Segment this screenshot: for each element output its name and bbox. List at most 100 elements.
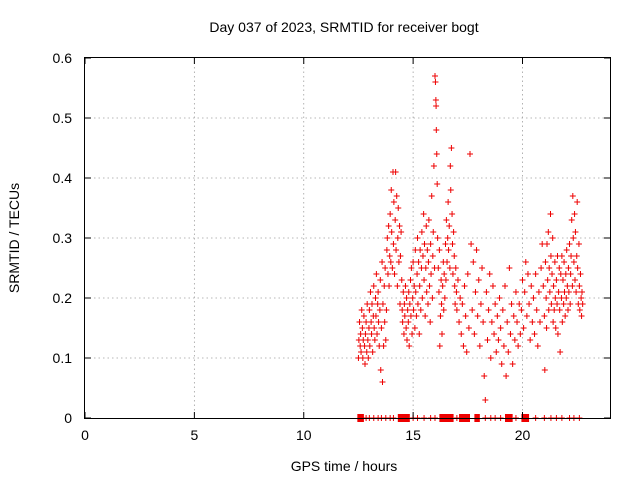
- data-point: [511, 337, 518, 343]
- data-point: [545, 229, 552, 235]
- data-point: [366, 343, 373, 349]
- data-point: [405, 289, 412, 295]
- data-point: [407, 313, 414, 319]
- data-point: [540, 283, 547, 289]
- data-point: [414, 301, 421, 307]
- data-point: [371, 337, 378, 343]
- data-point: [538, 265, 545, 271]
- data-point: [462, 313, 469, 319]
- data-point: [574, 199, 581, 205]
- data-point: [544, 241, 550, 247]
- data-point: [412, 289, 419, 295]
- data-point: [389, 265, 396, 271]
- data-point: [533, 307, 540, 313]
- data-point: [516, 301, 523, 307]
- data-point: [405, 319, 412, 325]
- data-point: [383, 307, 390, 313]
- data-point: [377, 277, 384, 283]
- data-point: [491, 331, 498, 337]
- data-point: [449, 241, 456, 247]
- data-point: [432, 97, 439, 103]
- data-point: [514, 319, 521, 325]
- data-point: [549, 271, 556, 277]
- data-point: [529, 319, 536, 325]
- data-point: [545, 307, 552, 313]
- data-point: [575, 241, 582, 247]
- data-point: [486, 271, 493, 277]
- data-point: [432, 79, 439, 85]
- data-point: [423, 223, 430, 229]
- data-point: [530, 295, 537, 301]
- data-point: [433, 103, 440, 109]
- data-point: [433, 127, 440, 133]
- data-point: [376, 307, 383, 313]
- axis-ticks: [84, 57, 610, 419]
- data-point: [578, 313, 585, 319]
- data-point: [401, 301, 408, 307]
- data-point: [476, 343, 483, 349]
- y-axis-label: SRMTID / TECUs: [6, 183, 22, 293]
- data-point: [487, 355, 494, 361]
- data-point: [374, 301, 381, 307]
- data-point: [521, 289, 528, 295]
- data-point: [395, 205, 402, 211]
- data-point: [541, 313, 548, 319]
- data-point: [375, 289, 382, 295]
- data-point: [365, 355, 372, 361]
- data-points: [355, 73, 586, 403]
- data-point: [398, 277, 405, 283]
- data-point: [370, 283, 377, 289]
- data-point: [417, 307, 424, 313]
- data-point: [446, 223, 453, 229]
- data-point: [422, 265, 429, 271]
- data-point: [555, 289, 562, 295]
- data-point: [413, 313, 420, 319]
- data-point: [546, 265, 553, 271]
- x-tick-label: 10: [296, 427, 312, 443]
- data-point: [391, 271, 398, 277]
- data-point: [383, 247, 390, 253]
- data-point: [418, 229, 425, 235]
- data-point: [419, 253, 426, 259]
- data-point: [398, 229, 405, 235]
- data-point: [548, 301, 555, 307]
- data-point: [444, 259, 451, 265]
- data-point: [507, 331, 514, 337]
- data-point: [374, 331, 381, 337]
- data-point: [515, 343, 522, 349]
- data-point: [471, 331, 478, 337]
- data-point: [468, 241, 475, 247]
- data-point: [502, 283, 508, 289]
- x-tick-label: 15: [405, 427, 421, 443]
- data-point: [388, 187, 395, 193]
- data-point: [458, 331, 465, 337]
- data-point: [572, 277, 578, 283]
- data-point: [434, 235, 441, 241]
- data-point: [563, 295, 570, 301]
- data-point: [519, 277, 526, 283]
- data-point: [387, 259, 394, 265]
- data-point: [414, 235, 421, 241]
- data-point: [544, 277, 551, 283]
- data-point: [569, 193, 576, 199]
- x-tick-label: 20: [515, 427, 531, 443]
- data-point: [477, 301, 484, 307]
- data-point: [499, 307, 506, 313]
- data-point: [429, 295, 436, 301]
- y-tick-label: 0.5: [53, 110, 73, 126]
- data-point: [378, 325, 385, 331]
- data-point: [439, 283, 446, 289]
- data-point: [429, 253, 436, 259]
- data-point: [452, 265, 459, 271]
- data-point: [577, 271, 584, 277]
- data-point: [421, 277, 428, 283]
- data-point: [573, 289, 580, 295]
- data-point: [390, 241, 397, 247]
- data-point: [448, 145, 455, 151]
- data-point: [416, 283, 423, 289]
- data-point: [579, 301, 586, 307]
- data-point: [572, 229, 579, 235]
- data-point: [382, 337, 389, 343]
- data-point: [549, 235, 556, 241]
- data-point: [534, 343, 541, 349]
